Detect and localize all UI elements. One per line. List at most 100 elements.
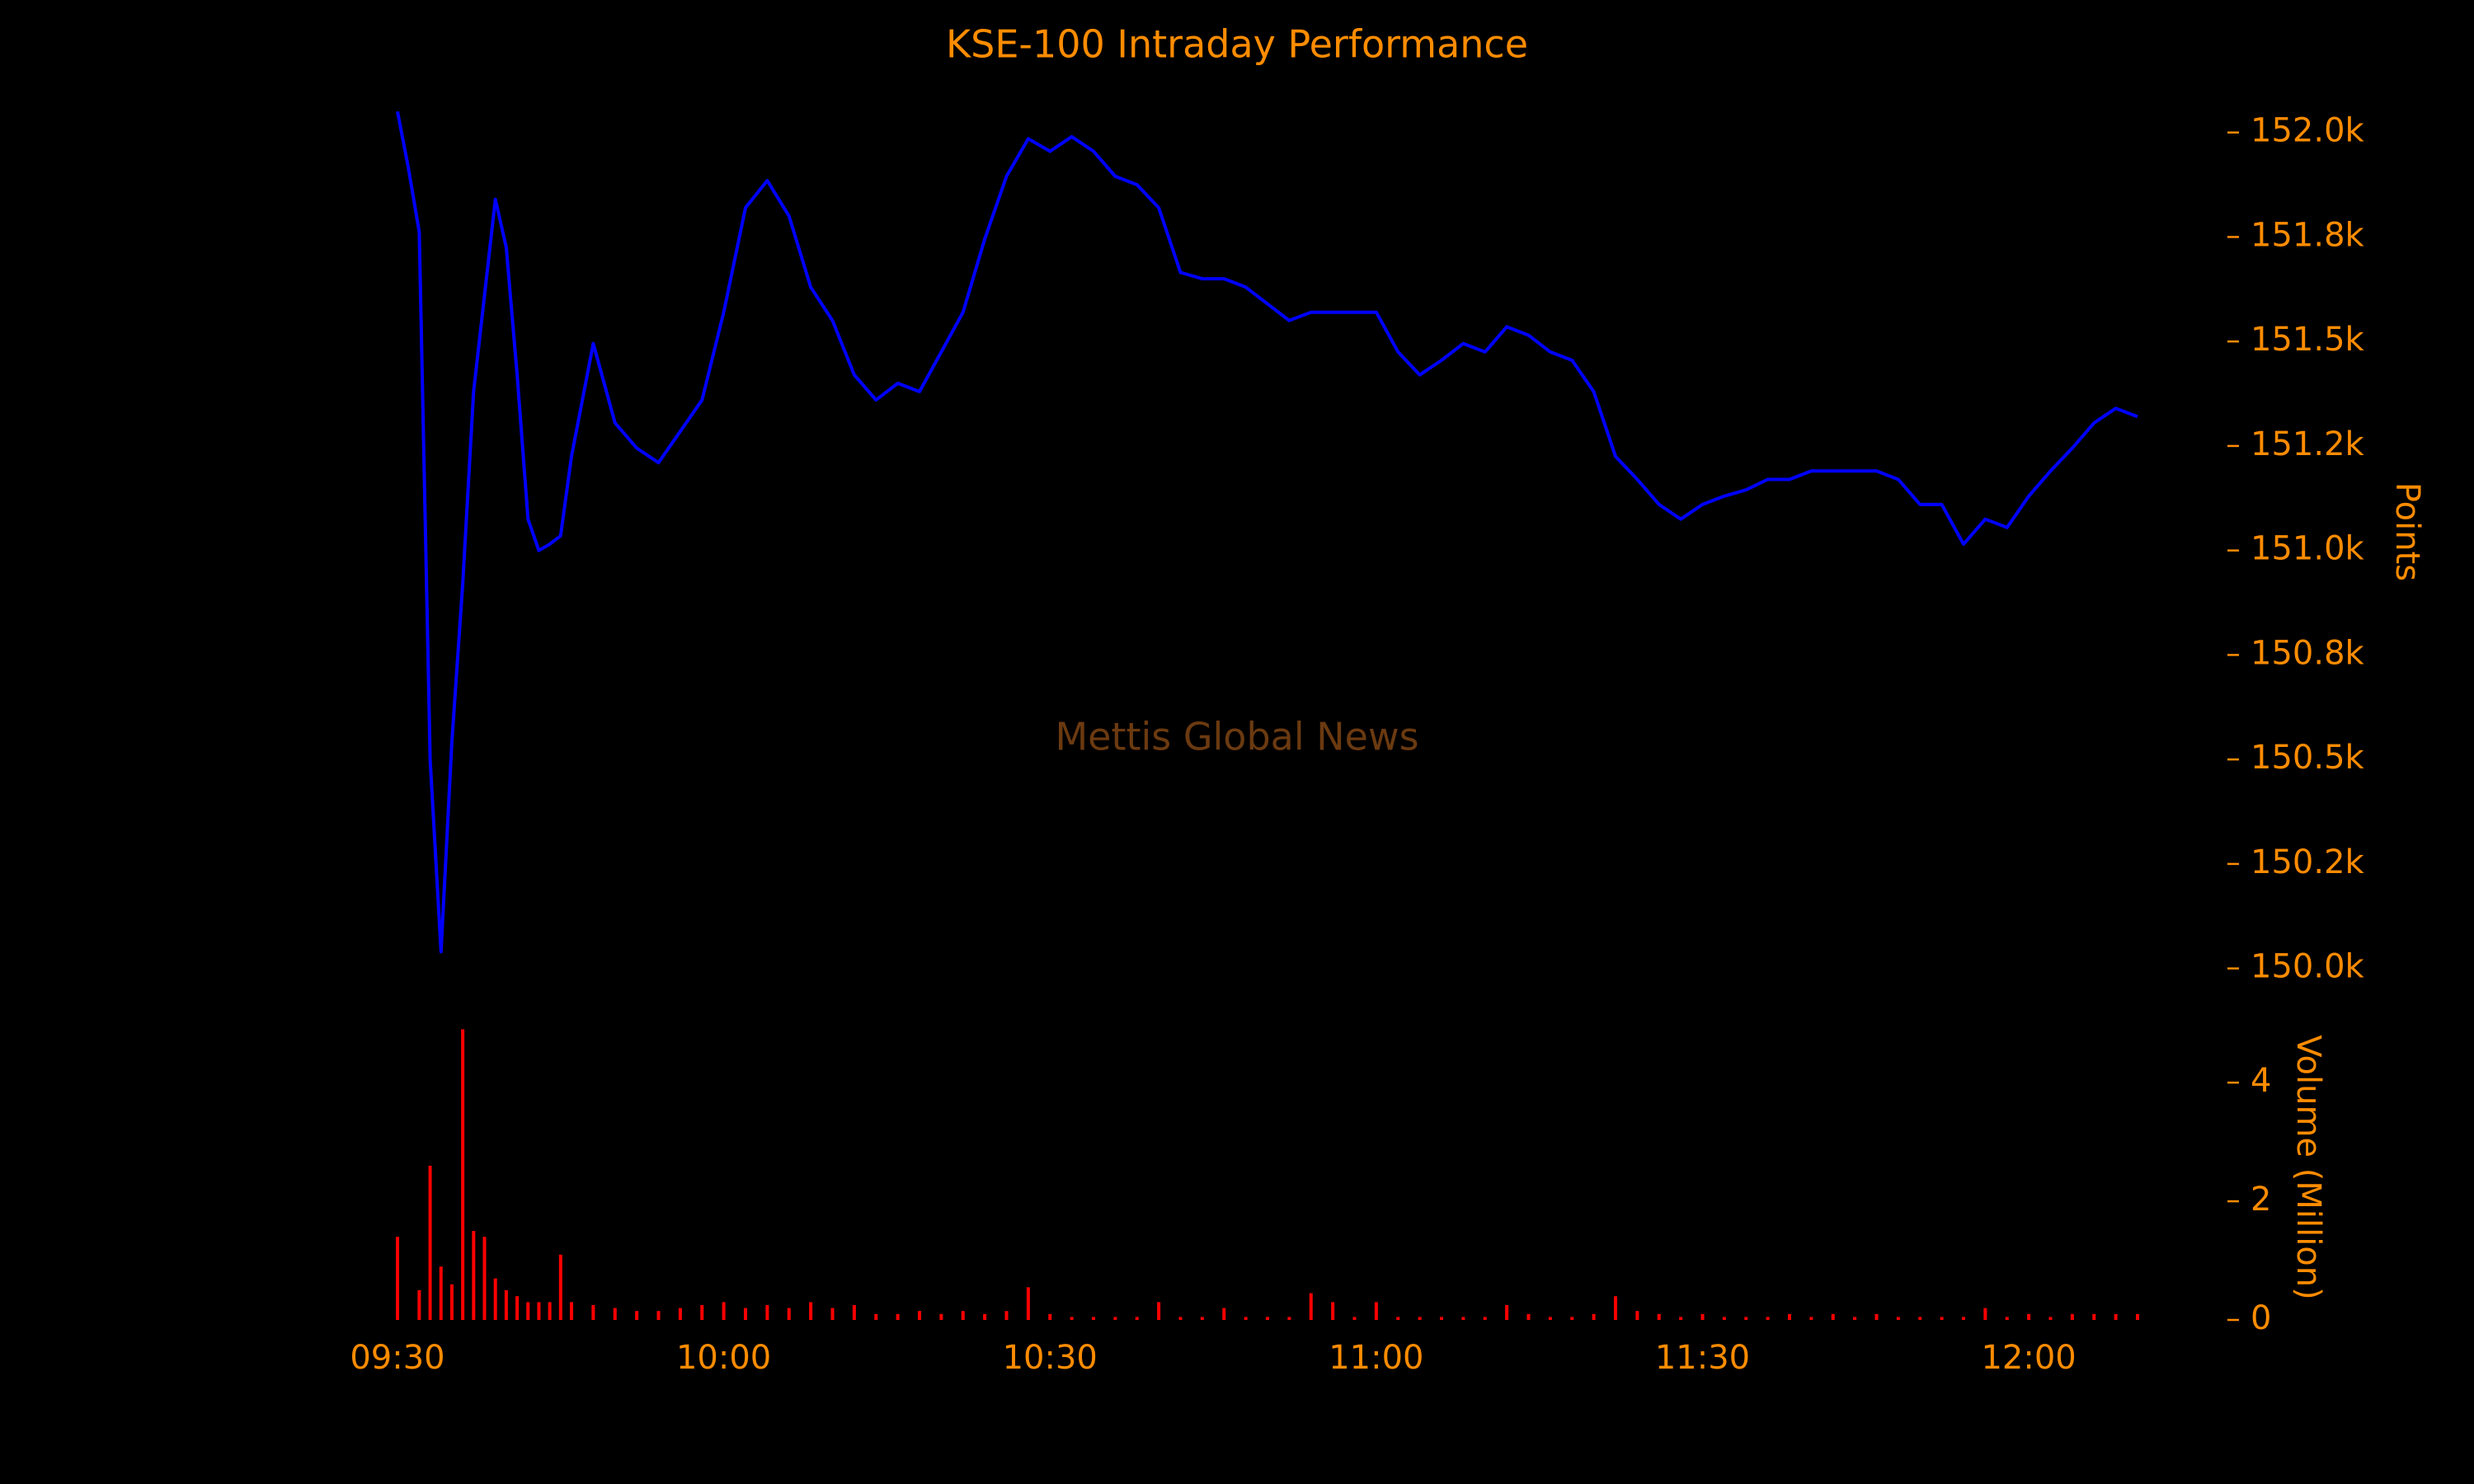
y-tick-label: 151.0k xyxy=(2251,530,2365,568)
volume-bar xyxy=(874,1313,878,1320)
price-line xyxy=(396,110,2138,954)
volume-bar xyxy=(461,1029,465,1320)
volume-bar xyxy=(1374,1302,1378,1320)
y-tick-label: 4 xyxy=(2251,1062,2271,1100)
volume-bar xyxy=(1896,1317,1900,1320)
volume-bar xyxy=(1266,1317,1269,1320)
volume-bar xyxy=(1461,1317,1465,1320)
volume-bar xyxy=(1983,1308,1987,1320)
y-tick-label: 151.8k xyxy=(2251,216,2365,254)
volume-bar xyxy=(700,1305,704,1320)
volume-bar xyxy=(1505,1305,1509,1320)
volume-bar xyxy=(722,1302,726,1320)
volume-bar xyxy=(1874,1313,1879,1320)
volume-bar xyxy=(2114,1313,2118,1320)
volume-bar xyxy=(2070,1313,2074,1320)
volume-bar xyxy=(1853,1317,1857,1320)
volume-bar xyxy=(830,1308,835,1320)
volume-bar xyxy=(1483,1317,1487,1320)
volume-bar xyxy=(428,1165,432,1320)
volume-bar xyxy=(1700,1313,1705,1320)
volume-bar xyxy=(1070,1317,1074,1320)
volume-bar xyxy=(1352,1317,1357,1320)
volume-bar xyxy=(1178,1317,1183,1320)
volume-bar xyxy=(1657,1313,1661,1320)
volume-bar xyxy=(1831,1313,1835,1320)
x-tick-label: 10:00 xyxy=(676,1339,771,1377)
y-tick-label: 151.5k xyxy=(2251,321,2365,359)
x-tick-label: 09:30 xyxy=(350,1339,444,1377)
y-tick-label: 150.2k xyxy=(2251,843,2365,881)
y-tick-label: 150.0k xyxy=(2251,948,2365,986)
volume-bar xyxy=(765,1305,769,1320)
volume-bar xyxy=(1940,1317,1944,1320)
volume-bar xyxy=(1222,1308,1226,1320)
volume-bar xyxy=(1614,1296,1617,1320)
volume-bar xyxy=(526,1302,530,1320)
volume-bar xyxy=(613,1308,617,1320)
volume-bar xyxy=(396,1237,399,1320)
volume-bar xyxy=(2092,1313,2096,1320)
volume-bar xyxy=(1092,1317,1095,1320)
volume-bar xyxy=(1635,1311,1639,1320)
volume-bar xyxy=(1331,1302,1335,1320)
volume-bar xyxy=(570,1302,573,1320)
volume-bar xyxy=(548,1302,552,1320)
volume-bar xyxy=(1809,1317,1813,1320)
volume-bar xyxy=(1113,1317,1117,1320)
volume-bar xyxy=(1026,1287,1030,1320)
volume-bar xyxy=(896,1313,900,1320)
volume-bar xyxy=(1548,1317,1552,1320)
volume-bar xyxy=(961,1311,965,1320)
volume-bar xyxy=(2027,1313,2031,1320)
volume-bar xyxy=(558,1254,562,1320)
volume-bar xyxy=(1004,1311,1009,1320)
volume-bar xyxy=(787,1308,791,1320)
volume-bar xyxy=(1309,1293,1313,1320)
y-tick-label: 2 xyxy=(2251,1181,2271,1219)
volume-bar xyxy=(2048,1317,2053,1320)
x-tick-label: 12:00 xyxy=(1981,1339,2076,1377)
volume-bar xyxy=(983,1313,987,1320)
volume-bar xyxy=(493,1278,497,1320)
volume-bar xyxy=(1592,1313,1596,1320)
volume-bar xyxy=(1200,1317,1204,1320)
y-tick-label: 0 xyxy=(2251,1299,2271,1337)
x-tick-label: 10:30 xyxy=(1003,1339,1098,1377)
volume-bar xyxy=(1570,1317,1574,1320)
y-axis-label: Volume (Million) xyxy=(2289,1035,2327,1299)
volume-bar xyxy=(537,1302,541,1320)
volume-bar xyxy=(635,1311,639,1320)
volume-bar xyxy=(439,1266,443,1320)
x-tick-label: 11:30 xyxy=(1655,1339,1750,1377)
chart-title: KSE-100 Intraday Performance xyxy=(946,22,1528,67)
x-tick-label: 11:00 xyxy=(1329,1339,1423,1377)
volume-bar xyxy=(591,1305,595,1320)
y-tick-label: 152.0k xyxy=(2251,112,2365,150)
volume-bar xyxy=(2005,1317,2009,1320)
volume-bar xyxy=(1135,1317,1139,1320)
y-tick-label: 150.5k xyxy=(2251,739,2365,777)
volume-bar xyxy=(1157,1302,1161,1320)
volume-bar xyxy=(918,1311,921,1320)
volume-bar xyxy=(417,1290,421,1320)
volume-bar xyxy=(1962,1317,1965,1320)
volume-bar xyxy=(678,1308,682,1320)
volume-bar xyxy=(449,1284,454,1320)
volume-bar xyxy=(1048,1313,1052,1320)
y-tick-label: 151.2k xyxy=(2251,425,2365,463)
volume-bar xyxy=(744,1308,747,1320)
watermark: Mettis Global News xyxy=(1055,715,1418,759)
volume-bar xyxy=(1918,1317,1922,1320)
volume-bar xyxy=(656,1311,661,1320)
y-axis-label: Points xyxy=(2388,482,2426,581)
y-tick-label: 150.8k xyxy=(2251,634,2365,672)
volume-bar xyxy=(1440,1317,1443,1320)
volume-bar xyxy=(939,1313,943,1320)
volume-bar xyxy=(1244,1317,1248,1320)
volume-bar xyxy=(1287,1317,1291,1320)
volume-bar xyxy=(1744,1317,1748,1320)
volume-bar xyxy=(1788,1313,1791,1320)
volume-bar xyxy=(1766,1317,1770,1320)
